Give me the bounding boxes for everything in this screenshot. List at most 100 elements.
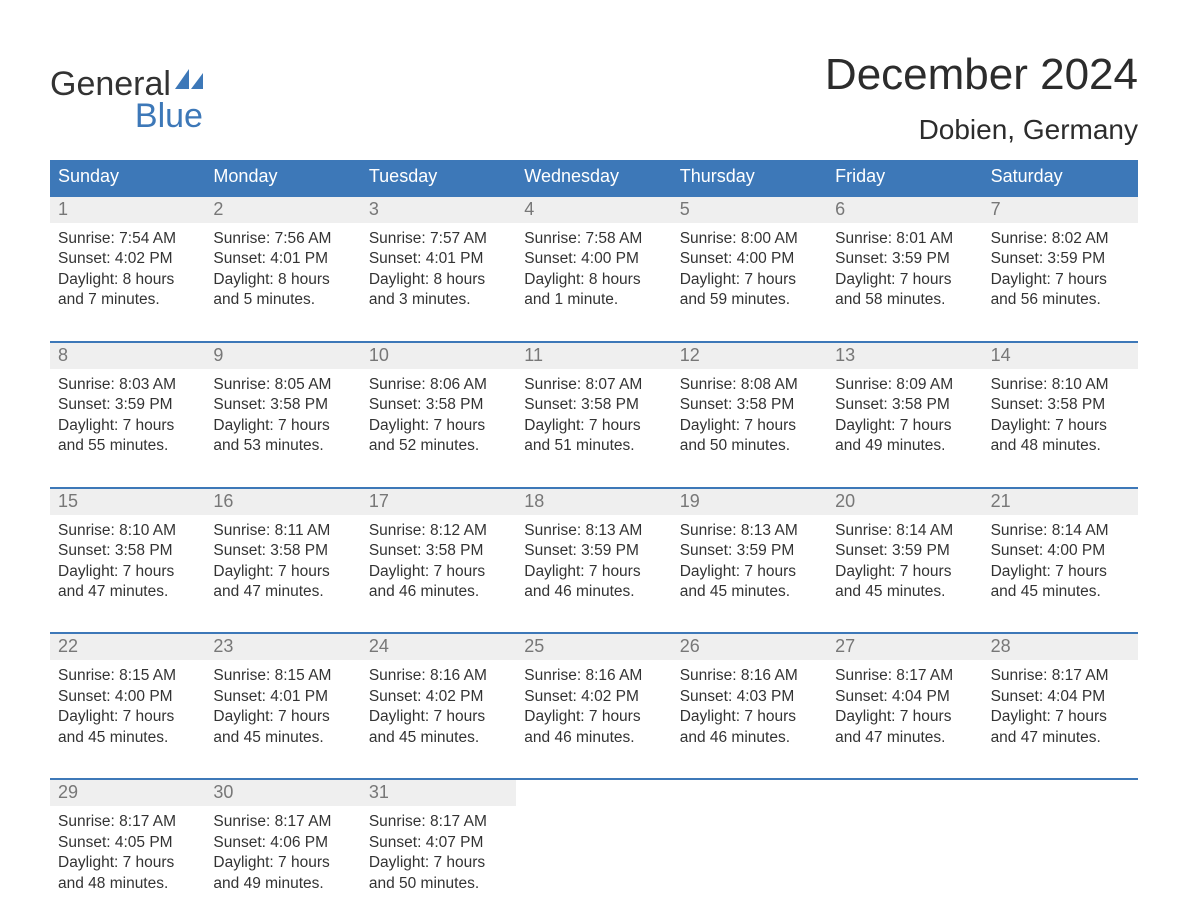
daylight-line-2: and 7 minutes. xyxy=(58,290,197,310)
sunrise-line: Sunrise: 8:14 AM xyxy=(835,521,974,541)
title-block: December 2024 Dobien, Germany xyxy=(825,50,1138,152)
day-cell: 17Sunrise: 8:12 AMSunset: 3:58 PMDayligh… xyxy=(361,489,516,607)
daylight-line-2: and 50 minutes. xyxy=(680,436,819,456)
day-number: 5 xyxy=(672,197,827,223)
daylight-line-1: Daylight: 7 hours xyxy=(991,270,1130,290)
daylight-line-1: Daylight: 7 hours xyxy=(213,853,352,873)
day-cell: 12Sunrise: 8:08 AMSunset: 3:58 PMDayligh… xyxy=(672,343,827,461)
day-number: 17 xyxy=(361,489,516,515)
daylight-line-2: and 46 minutes. xyxy=(680,728,819,748)
sunset-line: Sunset: 4:00 PM xyxy=(524,249,663,269)
header: General Blue December 2024 Dobien, Germa… xyxy=(50,50,1138,152)
day-number: 10 xyxy=(361,343,516,369)
day-body: Sunrise: 7:57 AMSunset: 4:01 PMDaylight:… xyxy=(361,223,516,315)
day-number: 2 xyxy=(205,197,360,223)
day-number: 12 xyxy=(672,343,827,369)
sunrise-line: Sunrise: 8:06 AM xyxy=(369,375,508,395)
daylight-line-2: and 47 minutes. xyxy=(58,582,197,602)
day-body: Sunrise: 8:02 AMSunset: 3:59 PMDaylight:… xyxy=(983,223,1138,315)
daylight-line-1: Daylight: 7 hours xyxy=(991,416,1130,436)
daylight-line-1: Daylight: 7 hours xyxy=(835,562,974,582)
sunrise-line: Sunrise: 8:11 AM xyxy=(213,521,352,541)
day-body: Sunrise: 8:01 AMSunset: 3:59 PMDaylight:… xyxy=(827,223,982,315)
sunrise-line: Sunrise: 8:16 AM xyxy=(680,666,819,686)
sunset-line: Sunset: 4:04 PM xyxy=(835,687,974,707)
day-body: Sunrise: 8:05 AMSunset: 3:58 PMDaylight:… xyxy=(205,369,360,461)
day-number: 27 xyxy=(827,634,982,660)
day-number: 1 xyxy=(50,197,205,223)
sunset-line: Sunset: 3:58 PM xyxy=(369,395,508,415)
day-cell: 18Sunrise: 8:13 AMSunset: 3:59 PMDayligh… xyxy=(516,489,671,607)
day-cell: 3Sunrise: 7:57 AMSunset: 4:01 PMDaylight… xyxy=(361,197,516,315)
week-row: 15Sunrise: 8:10 AMSunset: 3:58 PMDayligh… xyxy=(50,487,1138,607)
daylight-line-2: and 55 minutes. xyxy=(58,436,197,456)
day-number: 14 xyxy=(983,343,1138,369)
month-title: December 2024 xyxy=(825,50,1138,100)
daylight-line-1: Daylight: 7 hours xyxy=(58,707,197,727)
sunrise-line: Sunrise: 8:03 AM xyxy=(58,375,197,395)
sunrise-line: Sunrise: 7:56 AM xyxy=(213,229,352,249)
sunset-line: Sunset: 3:59 PM xyxy=(835,541,974,561)
daylight-line-1: Daylight: 7 hours xyxy=(524,416,663,436)
sunset-line: Sunset: 4:01 PM xyxy=(213,687,352,707)
weekday-cell: Monday xyxy=(205,160,360,195)
day-body: Sunrise: 7:54 AMSunset: 4:02 PMDaylight:… xyxy=(50,223,205,315)
day-number: 21 xyxy=(983,489,1138,515)
sunset-line: Sunset: 3:59 PM xyxy=(835,249,974,269)
day-cell: 1Sunrise: 7:54 AMSunset: 4:02 PMDaylight… xyxy=(50,197,205,315)
day-cell: 26Sunrise: 8:16 AMSunset: 4:03 PMDayligh… xyxy=(672,634,827,752)
day-cell: 27Sunrise: 8:17 AMSunset: 4:04 PMDayligh… xyxy=(827,634,982,752)
weekday-cell: Saturday xyxy=(983,160,1138,195)
daylight-line-1: Daylight: 7 hours xyxy=(835,270,974,290)
daylight-line-2: and 5 minutes. xyxy=(213,290,352,310)
daylight-line-2: and 45 minutes. xyxy=(835,582,974,602)
day-number: 23 xyxy=(205,634,360,660)
sunrise-line: Sunrise: 8:17 AM xyxy=(369,812,508,832)
location-label: Dobien, Germany xyxy=(825,114,1138,146)
day-cell: 13Sunrise: 8:09 AMSunset: 3:58 PMDayligh… xyxy=(827,343,982,461)
day-number: 6 xyxy=(827,197,982,223)
day-body: Sunrise: 8:12 AMSunset: 3:58 PMDaylight:… xyxy=(361,515,516,607)
day-body: Sunrise: 8:16 AMSunset: 4:02 PMDaylight:… xyxy=(361,660,516,752)
day-body: Sunrise: 8:17 AMSunset: 4:04 PMDaylight:… xyxy=(983,660,1138,752)
day-body: Sunrise: 8:16 AMSunset: 4:02 PMDaylight:… xyxy=(516,660,671,752)
day-body: Sunrise: 8:11 AMSunset: 3:58 PMDaylight:… xyxy=(205,515,360,607)
day-cell: 20Sunrise: 8:14 AMSunset: 3:59 PMDayligh… xyxy=(827,489,982,607)
sunset-line: Sunset: 4:02 PM xyxy=(524,687,663,707)
sunset-line: Sunset: 3:58 PM xyxy=(991,395,1130,415)
day-cell: . xyxy=(672,780,827,898)
sunset-line: Sunset: 3:58 PM xyxy=(680,395,819,415)
day-cell: 25Sunrise: 8:16 AMSunset: 4:02 PMDayligh… xyxy=(516,634,671,752)
sunrise-line: Sunrise: 8:13 AM xyxy=(680,521,819,541)
day-number: 8 xyxy=(50,343,205,369)
week-row: 8Sunrise: 8:03 AMSunset: 3:59 PMDaylight… xyxy=(50,341,1138,461)
day-number: 29 xyxy=(50,780,205,806)
day-cell: 11Sunrise: 8:07 AMSunset: 3:58 PMDayligh… xyxy=(516,343,671,461)
logo-word2: Blue xyxy=(135,97,203,135)
sunset-line: Sunset: 3:58 PM xyxy=(524,395,663,415)
day-cell: 10Sunrise: 8:06 AMSunset: 3:58 PMDayligh… xyxy=(361,343,516,461)
day-cell: . xyxy=(983,780,1138,898)
day-body: Sunrise: 8:15 AMSunset: 4:00 PMDaylight:… xyxy=(50,660,205,752)
sunrise-line: Sunrise: 7:54 AM xyxy=(58,229,197,249)
daylight-line-2: and 49 minutes. xyxy=(213,874,352,894)
daylight-line-1: Daylight: 8 hours xyxy=(524,270,663,290)
weeks-container: 1Sunrise: 7:54 AMSunset: 4:02 PMDaylight… xyxy=(50,195,1138,898)
sunrise-line: Sunrise: 8:05 AM xyxy=(213,375,352,395)
sunset-line: Sunset: 3:58 PM xyxy=(213,541,352,561)
day-body: Sunrise: 8:17 AMSunset: 4:04 PMDaylight:… xyxy=(827,660,982,752)
logo-text: General Blue xyxy=(50,62,203,133)
daylight-line-2: and 59 minutes. xyxy=(680,290,819,310)
weekday-cell: Friday xyxy=(827,160,982,195)
day-cell: 6Sunrise: 8:01 AMSunset: 3:59 PMDaylight… xyxy=(827,197,982,315)
daylight-line-1: Daylight: 8 hours xyxy=(58,270,197,290)
day-number: 16 xyxy=(205,489,360,515)
day-cell: 19Sunrise: 8:13 AMSunset: 3:59 PMDayligh… xyxy=(672,489,827,607)
sunset-line: Sunset: 3:59 PM xyxy=(991,249,1130,269)
weekday-cell: Sunday xyxy=(50,160,205,195)
sunrise-line: Sunrise: 8:10 AM xyxy=(991,375,1130,395)
day-cell: 23Sunrise: 8:15 AMSunset: 4:01 PMDayligh… xyxy=(205,634,360,752)
day-body: Sunrise: 8:00 AMSunset: 4:00 PMDaylight:… xyxy=(672,223,827,315)
day-cell: 9Sunrise: 8:05 AMSunset: 3:58 PMDaylight… xyxy=(205,343,360,461)
day-body: Sunrise: 8:14 AMSunset: 3:59 PMDaylight:… xyxy=(827,515,982,607)
